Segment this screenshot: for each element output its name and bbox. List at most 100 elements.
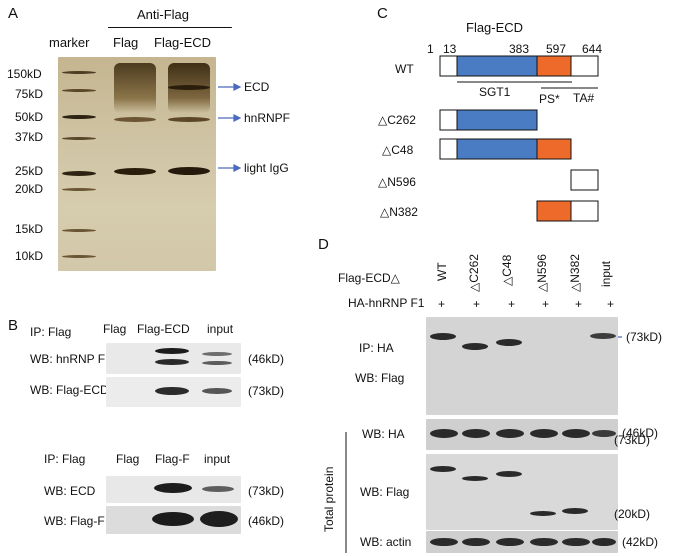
construct-c262: △C262 — [378, 113, 416, 127]
b-top-ip: IP: Flag — [30, 325, 72, 339]
construct-c48: △C48 — [382, 143, 414, 157]
band — [430, 429, 458, 438]
lane-marker: marker — [49, 35, 90, 50]
pos-597: 597 — [546, 42, 567, 56]
panel-a-label: A — [8, 5, 19, 22]
lane-flag-ecd: Flag-ECD — [154, 35, 212, 50]
plus-1: + — [438, 297, 446, 311]
b-top-lane-flag: Flag — [103, 322, 127, 336]
marker-band — [62, 255, 96, 258]
band — [592, 538, 616, 546]
band — [496, 471, 522, 477]
mw-75: 75kD — [15, 87, 44, 101]
band — [530, 511, 556, 516]
band — [155, 387, 189, 395]
b-top-kd1: (46kD) — [248, 352, 285, 366]
blot-d-ip-ha — [426, 317, 618, 415]
b-bottom-lane-input: input — [204, 452, 231, 466]
band — [562, 508, 588, 514]
b-bottom-lane-flag: Flag — [116, 452, 140, 466]
band — [530, 538, 558, 546]
construct-n382: △N382 — [380, 205, 418, 219]
band — [496, 429, 524, 438]
silver-stain-gel — [58, 57, 216, 271]
total-protein-label: Total protein — [322, 466, 336, 532]
band — [202, 388, 232, 394]
n596-c-term — [570, 169, 599, 191]
n382-c-term — [570, 200, 599, 222]
band — [462, 476, 488, 481]
plus-3: + — [508, 297, 516, 311]
domain-ta: TA# — [573, 91, 595, 105]
arrow-label-ecd: ECD — [244, 80, 270, 94]
c48-ps-domain — [536, 138, 572, 160]
arrowhead-light-igg — [233, 164, 242, 172]
mw-20: 20kD — [15, 182, 44, 196]
arrowhead-ecd — [233, 83, 242, 91]
d-wb-flag: WB: Flag — [355, 371, 405, 385]
b-bottom-lane-flag-f: Flag-F — [155, 452, 190, 466]
pos-1: 1 — [427, 42, 434, 56]
band — [462, 429, 490, 438]
band — [462, 343, 488, 350]
arrowhead-hnrnpf — [233, 114, 242, 122]
c262-n-term — [439, 109, 458, 131]
b-bottom-kd2: (46kD) — [248, 514, 285, 528]
marker-band — [62, 188, 96, 191]
b-top-lane-input: input — [207, 322, 234, 336]
band — [202, 352, 232, 356]
band — [202, 361, 232, 365]
band — [496, 339, 522, 346]
band — [155, 359, 189, 365]
b-top-wb1: WB: hnRNP F — [30, 352, 106, 366]
marker-band — [62, 115, 96, 119]
flag-ecd-lane-igg — [168, 167, 210, 175]
flag-ecd-lane-hnrnpf — [168, 117, 210, 122]
d-row1-label: Flag-ECD△ — [338, 271, 400, 285]
flag-lane-igg — [114, 168, 156, 175]
mw-15: 15kD — [15, 222, 44, 236]
header-line — [108, 27, 232, 28]
d-lane-wt: WT — [435, 262, 449, 281]
wt-sgt1-domain — [456, 55, 538, 77]
mw-25: 25kD — [15, 164, 44, 178]
d-wb-ha: WB: HA — [362, 427, 405, 441]
lane-flag: Flag — [113, 35, 139, 50]
band — [200, 511, 238, 527]
d-lane-c262: △C262 — [467, 254, 481, 292]
d-kd-46: (46kD) — [622, 426, 659, 440]
flag-ecd-lane-ecd — [168, 85, 210, 90]
mw-150: 150kD — [7, 67, 42, 81]
c262-sgt1-domain — [456, 109, 538, 131]
flag-lane-smear — [114, 63, 156, 113]
construct-title: Flag-ECD — [466, 20, 524, 35]
panel-b-label: B — [8, 317, 19, 334]
d-row2-label: HA-hnRNP F1 — [348, 296, 425, 310]
band — [496, 538, 524, 546]
band — [430, 333, 456, 340]
wt-ps-domain — [536, 55, 572, 77]
band — [152, 512, 194, 526]
d-ip-label: IP: HA — [359, 341, 394, 355]
n382-ps-domain — [536, 200, 572, 222]
pos-644: 644 — [582, 42, 603, 56]
mw-10: 10kD — [15, 249, 44, 263]
band — [562, 429, 590, 438]
mw-37: 37kD — [15, 130, 44, 144]
d-lane-input: input — [599, 260, 613, 287]
domain-ps: PS* — [539, 92, 560, 106]
blot-d-total-flag — [426, 454, 618, 530]
band — [590, 333, 616, 339]
blot-b-flag-ecd — [106, 377, 241, 407]
blot-d-actin — [426, 531, 618, 553]
band — [592, 430, 616, 437]
marker-band — [62, 71, 96, 74]
pos-383: 383 — [509, 42, 530, 56]
band — [562, 538, 590, 546]
d-wb-flag2: WB: Flag — [360, 485, 410, 499]
arrow-label-light-igg: light IgG — [244, 161, 289, 175]
flag-lane-band — [114, 117, 156, 122]
blot-b-ecd — [106, 476, 241, 503]
band — [202, 486, 234, 492]
